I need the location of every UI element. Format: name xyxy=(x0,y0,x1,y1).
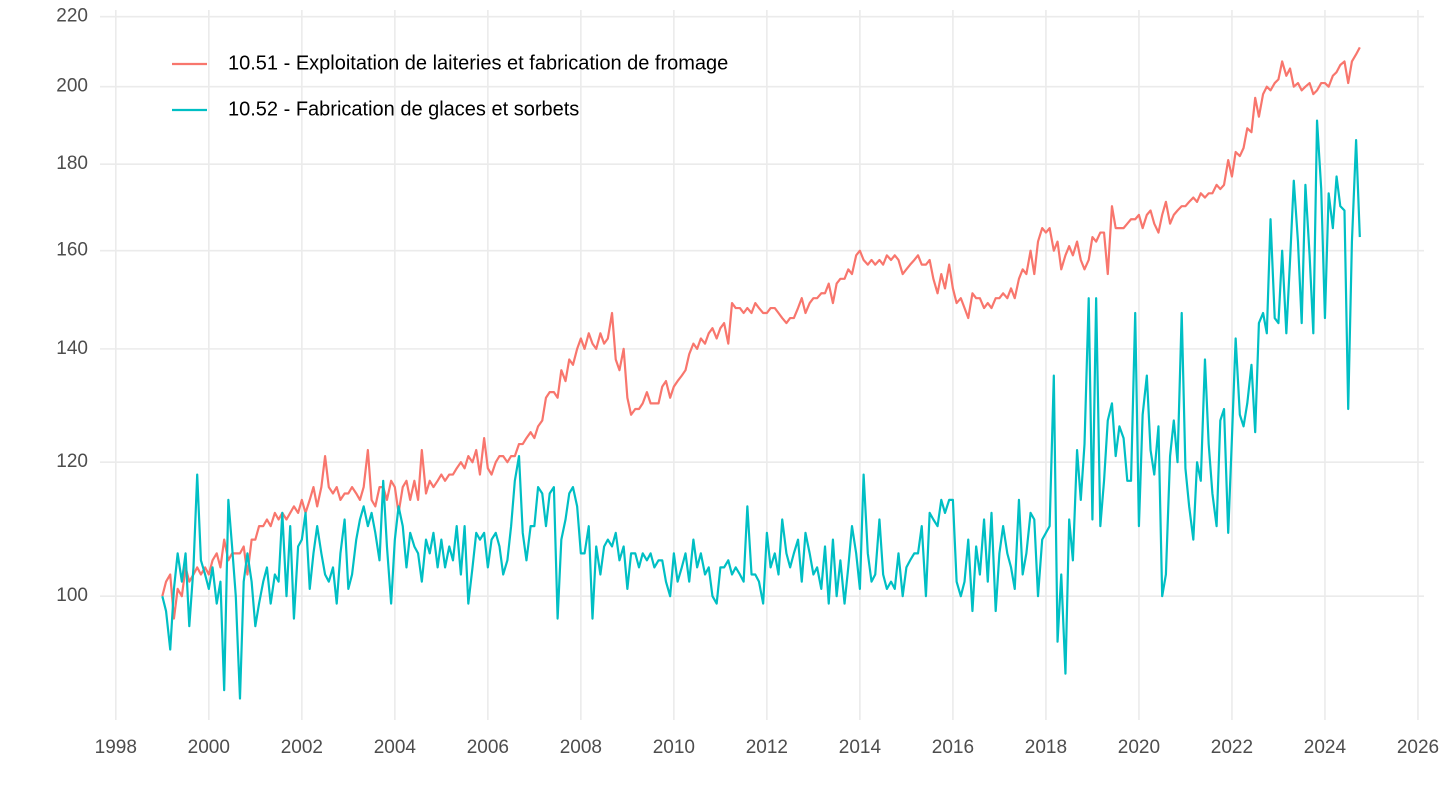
x-tick-label: 2006 xyxy=(467,737,509,758)
x-tick-label: 2020 xyxy=(1118,737,1160,758)
grid xyxy=(100,10,1424,720)
x-tick-label: 1998 xyxy=(95,737,137,758)
x-tick-label: 2024 xyxy=(1304,737,1347,758)
x-tick-label: 2026 xyxy=(1397,737,1439,758)
x-tick-label: 2002 xyxy=(281,737,323,758)
y-tick-label: 180 xyxy=(56,153,88,174)
x-tick-label: 2004 xyxy=(374,737,417,758)
legend-label: 10.51 - Exploitation de laiteries et fab… xyxy=(228,52,728,74)
y-tick-label: 120 xyxy=(56,451,88,472)
y-tick-label: 200 xyxy=(56,76,88,97)
x-tick-label: 2014 xyxy=(839,737,882,758)
x-tick-label: 2010 xyxy=(653,737,695,758)
x-tick-label: 2000 xyxy=(188,737,230,758)
y-tick-label: 220 xyxy=(56,6,88,27)
x-tick-label: 2016 xyxy=(932,737,974,758)
legend-label: 10.52 - Fabrication de glaces et sorbets xyxy=(228,98,579,120)
y-tick-label: 160 xyxy=(56,240,88,261)
x-tick-label: 2012 xyxy=(746,737,788,758)
series-line xyxy=(161,119,1361,700)
legend: 10.51 - Exploitation de laiteries et fab… xyxy=(172,52,728,120)
y-tick-label: 100 xyxy=(56,585,88,606)
lines xyxy=(161,46,1361,700)
y-tick-label: 140 xyxy=(56,338,88,359)
x-tick-label: 2018 xyxy=(1025,737,1067,758)
labels: 100 120 140 160 180 200 220 1998 2000 2002 2004 200… xyxy=(56,6,1439,758)
series-line xyxy=(161,46,1361,620)
x-tick-label: 2022 xyxy=(1211,737,1253,758)
x-tick-label: 2008 xyxy=(560,737,602,758)
